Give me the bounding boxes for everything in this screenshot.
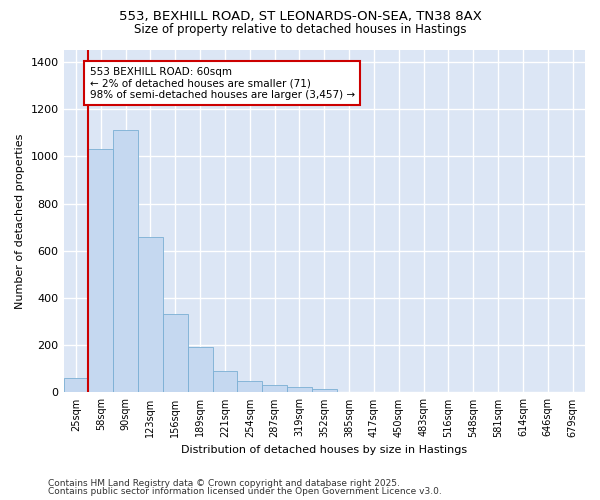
Text: 553 BEXHILL ROAD: 60sqm
← 2% of detached houses are smaller (71)
98% of semi-det: 553 BEXHILL ROAD: 60sqm ← 2% of detached… [89, 66, 355, 100]
Text: 553, BEXHILL ROAD, ST LEONARDS-ON-SEA, TN38 8AX: 553, BEXHILL ROAD, ST LEONARDS-ON-SEA, T… [119, 10, 481, 23]
Bar [113, 130, 138, 392]
Bar [238, 382, 262, 392]
Bar [138, 236, 163, 392]
Bar [262, 386, 287, 392]
Bar [312, 389, 337, 392]
Bar [163, 314, 188, 392]
Text: Contains public sector information licensed under the Open Government Licence v3: Contains public sector information licen… [48, 487, 442, 496]
Bar [88, 149, 113, 392]
Text: Size of property relative to detached houses in Hastings: Size of property relative to detached ho… [134, 22, 466, 36]
Text: Contains HM Land Registry data © Crown copyright and database right 2025.: Contains HM Land Registry data © Crown c… [48, 478, 400, 488]
Bar [287, 387, 312, 392]
Bar [64, 378, 88, 392]
Bar [212, 371, 238, 392]
Y-axis label: Number of detached properties: Number of detached properties [15, 134, 25, 309]
X-axis label: Distribution of detached houses by size in Hastings: Distribution of detached houses by size … [181, 445, 467, 455]
Bar [188, 347, 212, 393]
